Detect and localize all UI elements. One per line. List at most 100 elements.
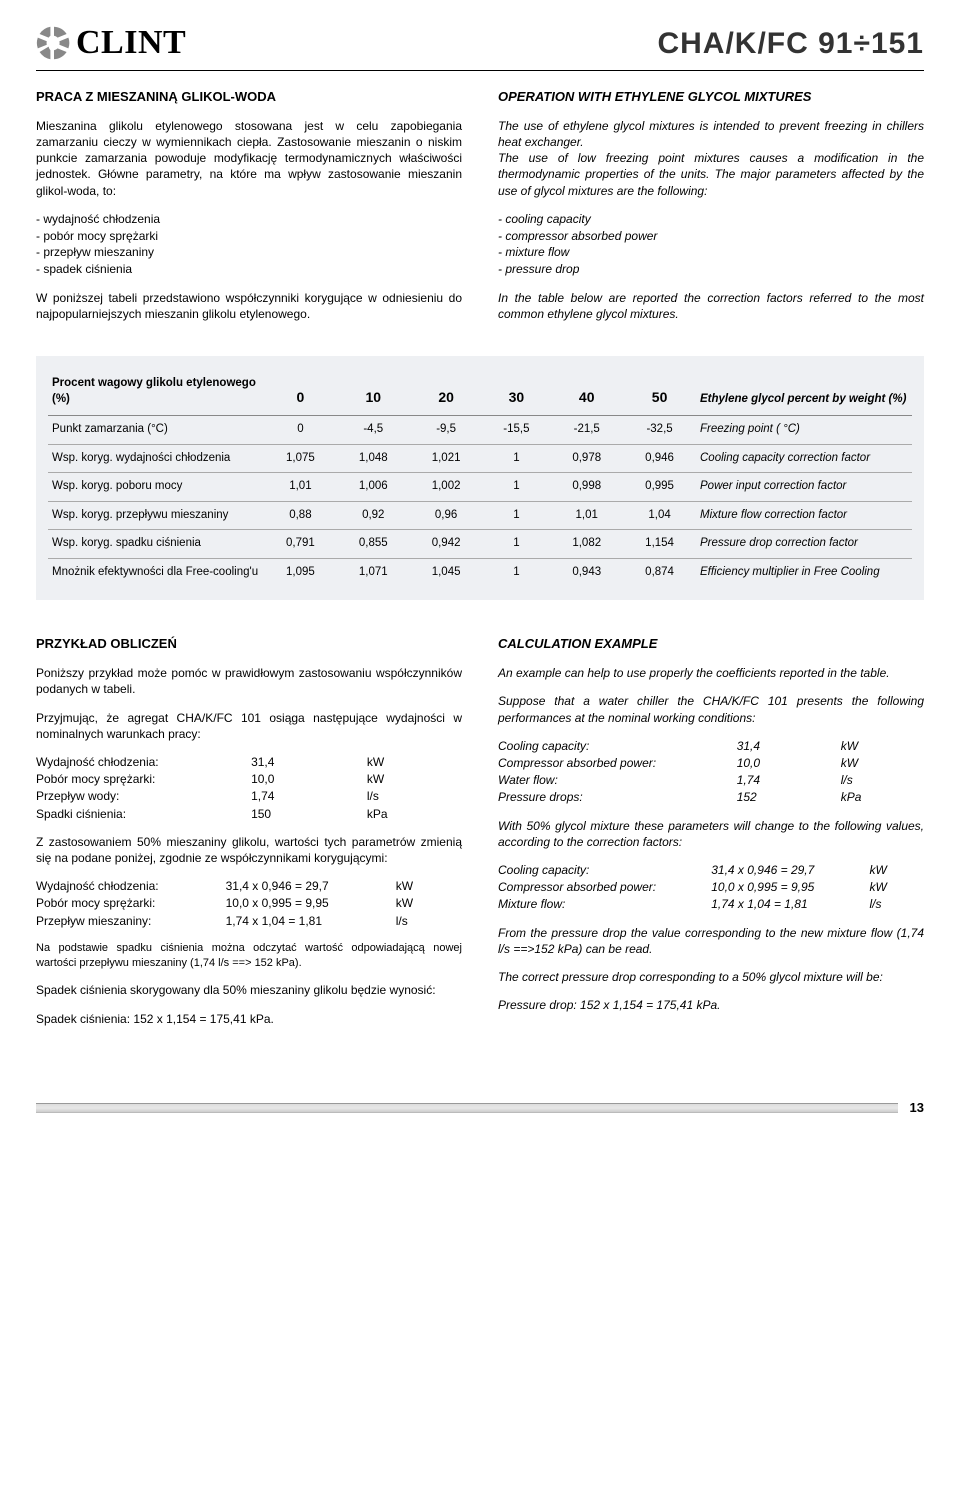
col-right-example: CALCULATION EXAMPLE An example can help …: [498, 636, 924, 1038]
row-value: -21,5: [550, 416, 623, 445]
row-value: -9,5: [410, 416, 483, 445]
para-right-7: The correct pressure drop corresponding …: [498, 969, 924, 985]
row-value: 0,855: [337, 530, 410, 559]
para-left-8: Spadek ciśnienia: 152 x 1,154 = 175,41 k…: [36, 1011, 462, 1027]
row-label-left: Wsp. koryg. przepływu mieszaniny: [48, 501, 264, 530]
table-row: Wsp. koryg. wydajności chłodzenia1,0751,…: [48, 444, 912, 473]
bullet-item: - spadek ciśnienia: [36, 261, 462, 278]
perf-label: Pobór mocy sprężarki:: [36, 771, 233, 787]
row-label-left: Wsp. koryg. spadku ciśnienia: [48, 530, 264, 559]
row-value: 1: [483, 530, 551, 559]
para-right-3: An example can help to use properly the …: [498, 665, 924, 681]
para-left-6: Na podstawie spadku ciśnienia można odcz…: [36, 941, 462, 971]
heading-right-2: CALCULATION EXAMPLE: [498, 636, 924, 653]
row-value: 0,998: [550, 473, 623, 502]
para-right-1: The use of ethylene glycol mixtures is i…: [498, 118, 924, 199]
perf-left-2: Wydajność chłodzenia: 31,4 x 0,946 = 29,7…: [36, 878, 462, 929]
perf-label: Przepływ mieszaniny:: [36, 913, 208, 929]
perf-unit: kW: [396, 878, 462, 894]
para-left-7: Spadek ciśnienia skorygowany dla 50% mie…: [36, 982, 462, 998]
perf-unit: kPa: [841, 789, 924, 805]
perf-label: Wydajność chłodzenia:: [36, 754, 233, 770]
perf-label: Water flow:: [498, 772, 719, 788]
row-label-left: Punkt zamarzania (°C): [48, 416, 264, 445]
row-value: 1: [483, 501, 551, 530]
para-right-4: Suppose that a water chiller the CHA/K/F…: [498, 693, 924, 725]
perf-left-1: Wydajność chłodzenia: 31,4 kW Pobór mocy sp…: [36, 754, 462, 822]
bullet-item: - mixture flow: [498, 244, 924, 261]
row-label-right: Mixture flow correction factor: [696, 501, 912, 530]
row-label-right: Freezing point ( °C): [696, 416, 912, 445]
table-col-2: 20: [410, 370, 483, 416]
row-value: -4,5: [337, 416, 410, 445]
footer-bar: [36, 1103, 898, 1113]
heading-right-1: OPERATION WITH ETHYLENE GLYCOL MIXTURES: [498, 89, 924, 106]
bullets-right-1: - cooling capacity- compressor absorbed …: [498, 211, 924, 278]
table-row: Punkt zamarzania (°C)0-4,5-9,5-15,5-21,5…: [48, 416, 912, 445]
row-value: 0,946: [623, 444, 696, 473]
table-head-right: Ethylene glycol percent by weight (%): [696, 370, 912, 416]
para-left-3: Poniższy przykład może pomóc w prawidłow…: [36, 665, 462, 697]
row-value: 0,874: [623, 558, 696, 586]
para-right-5: With 50% glycol mixture these parameters…: [498, 818, 924, 850]
perf-right-1: Cooling capacity:31,4kWCompressor absorb…: [498, 738, 924, 806]
section-example: PRZYKŁAD OBLICZEŃ Poniższy przykład może…: [36, 636, 924, 1038]
row-value: 1,01: [264, 473, 337, 502]
perf-unit: l/s: [870, 896, 925, 912]
para-left-4: Przyjmując, że agregat CHA/K/FC 101 osią…: [36, 710, 462, 742]
row-value: 0,92: [337, 501, 410, 530]
row-value: -15,5: [483, 416, 551, 445]
col-left-example: PRZYKŁAD OBLICZEŃ Poniższy przykład może…: [36, 636, 462, 1038]
perf-unit: kW: [367, 754, 462, 770]
table-row: Wsp. koryg. przepływu mieszaniny0,880,92…: [48, 501, 912, 530]
bullets-left-1: - wydajność chłodzenia- pobór mocy spręż…: [36, 211, 462, 278]
perf-label: Spadki ciśnienia:: [36, 806, 233, 822]
bullet-item: - compressor absorbed power: [498, 228, 924, 245]
perf-value: 10,0: [251, 771, 349, 787]
row-label-left: Mnożnik efektywności dla Free-cooling'u: [48, 558, 264, 586]
perf-value: 31,4 x 0,946 = 29,7: [226, 878, 378, 894]
perf-value: 31,4 x 0,946 = 29,7: [711, 862, 851, 878]
heading-left-1: PRACA Z MIESZANINĄ GLIKOL-WODA: [36, 89, 462, 106]
table-col-1: 10: [337, 370, 410, 416]
table-col-5: 50: [623, 370, 696, 416]
row-label-right: Efficiency multiplier in Free Cooling: [696, 558, 912, 586]
row-value: -32,5: [623, 416, 696, 445]
brand-logo: CLINT: [36, 20, 186, 66]
perf-label: Wydajność chłodzenia:: [36, 878, 208, 894]
perf-label: Pressure drops:: [498, 789, 719, 805]
bullet-item: - pobór mocy sprężarki: [36, 228, 462, 245]
table-col-3: 30: [483, 370, 551, 416]
row-value: 0,96: [410, 501, 483, 530]
perf-unit: kW: [870, 862, 925, 878]
row-label-right: Cooling capacity correction factor: [696, 444, 912, 473]
row-value: 1: [483, 558, 551, 586]
perf-value: 152: [737, 789, 823, 805]
perf-label: Przepływ wody:: [36, 788, 233, 804]
table-col-0: 0: [264, 370, 337, 416]
row-value: 0,943: [550, 558, 623, 586]
para-right-6: From the pressure drop the value corresp…: [498, 925, 924, 957]
perf-unit: kW: [870, 879, 925, 895]
row-value: 0: [264, 416, 337, 445]
row-label-right: Power input correction factor: [696, 473, 912, 502]
page-footer: 13: [36, 1099, 924, 1117]
perf-unit: l/s: [367, 788, 462, 804]
row-value: 1,04: [623, 501, 696, 530]
perf-value: 1,74: [251, 788, 349, 804]
row-value: 0,942: [410, 530, 483, 559]
row-value: 1,071: [337, 558, 410, 586]
correction-factors-table-block: Procent wagowy glikolu etylenowego (%) 0…: [36, 356, 924, 600]
perf-value: 10,0: [737, 755, 823, 771]
perf-value: 31,4: [251, 754, 349, 770]
table-row: Wsp. koryg. spadku ciśnienia0,7910,8550,…: [48, 530, 912, 559]
perf-label: Cooling capacity:: [498, 738, 719, 754]
perf-label: Compressor absorbed power:: [498, 879, 693, 895]
row-value: 0,995: [623, 473, 696, 502]
row-value: 0,88: [264, 501, 337, 530]
perf-unit: kW: [396, 895, 462, 911]
row-value: 1,082: [550, 530, 623, 559]
row-value: 1,006: [337, 473, 410, 502]
bullet-item: - wydajność chłodzenia: [36, 211, 462, 228]
table-col-4: 40: [550, 370, 623, 416]
